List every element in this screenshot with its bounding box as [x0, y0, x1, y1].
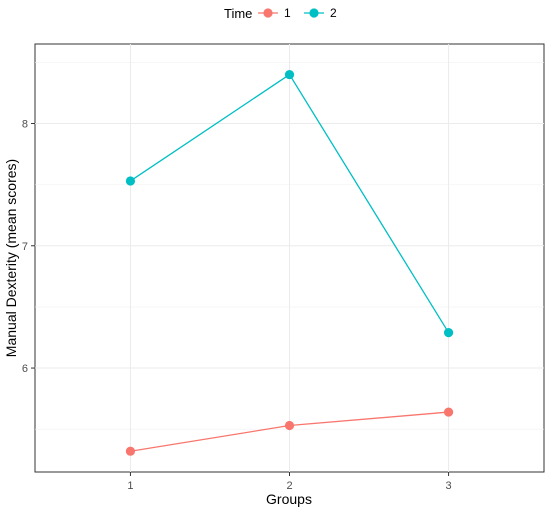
y-axis-title: Manual Dexterity (mean scores)	[3, 159, 19, 357]
data-point	[125, 176, 136, 186]
legend-title: Time	[224, 6, 252, 21]
x-axis: 1 2 3	[127, 472, 452, 492]
y-tick-label: 8	[22, 118, 28, 130]
y-tick-label: 7	[22, 241, 28, 253]
y-tick-label: 6	[22, 363, 28, 375]
x-tick-label: 3	[446, 480, 452, 492]
data-point	[284, 69, 295, 80]
x-axis-title: Groups	[266, 491, 312, 507]
legend-key-point	[263, 8, 273, 18]
legend-key-point	[309, 8, 319, 18]
series-2	[125, 69, 454, 338]
legend-label: 2	[330, 6, 337, 20]
legend-item-2: 2	[304, 6, 337, 20]
series-layer	[125, 69, 454, 456]
legend-item-1: 1	[258, 6, 291, 20]
legend: Time 1 2	[224, 6, 337, 21]
series-1	[125, 407, 454, 456]
y-axis: 6 7 8	[22, 118, 35, 375]
data-point	[125, 446, 136, 456]
x-tick-label: 1	[127, 480, 133, 492]
data-point	[284, 420, 295, 431]
legend-label: 1	[284, 6, 291, 20]
major-gridlines	[35, 44, 544, 472]
x-tick-label: 2	[286, 480, 292, 492]
data-point	[443, 407, 454, 417]
data-point	[443, 327, 454, 338]
